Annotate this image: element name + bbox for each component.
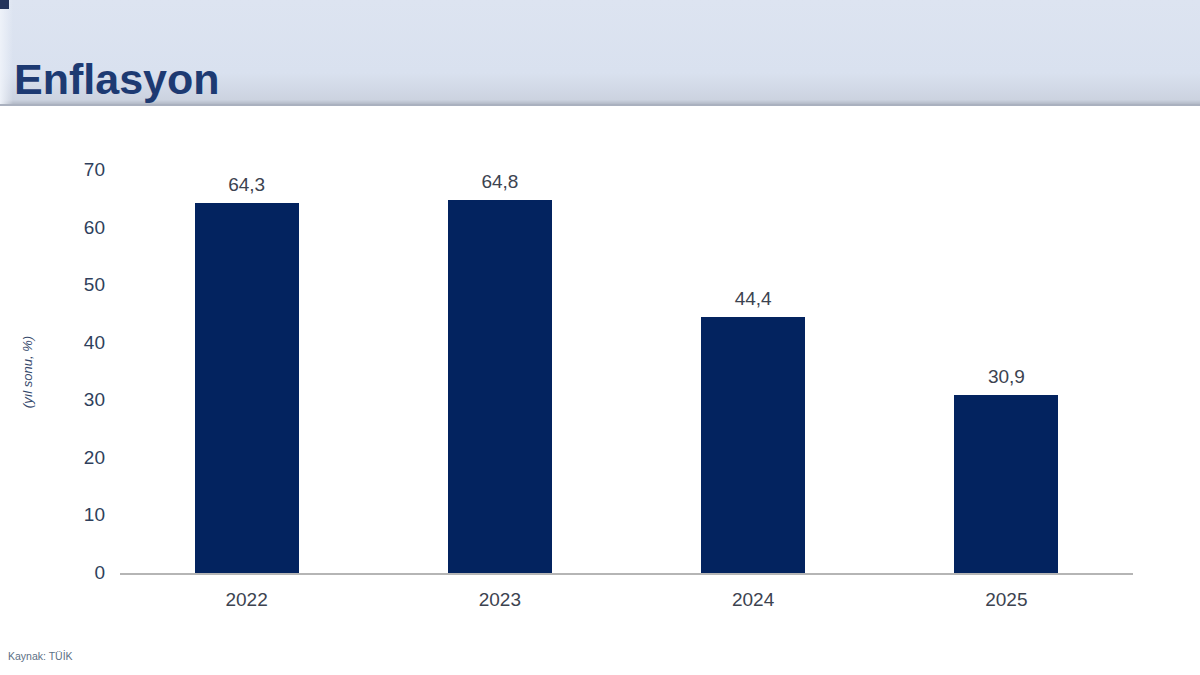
bar: [448, 200, 552, 573]
header-corner-mark: [0, 0, 9, 9]
bar: [701, 317, 805, 573]
bar-value-label: 64,3: [228, 174, 265, 196]
page-title: Enflasyon: [14, 55, 220, 104]
bar-value-label: 44,4: [735, 288, 772, 310]
y-tick-label: 10: [45, 504, 105, 526]
y-tick-label: 0: [45, 562, 105, 584]
source-note: Kaynak: TÜİK: [8, 650, 73, 662]
bar-group: 44,42024: [701, 170, 805, 573]
bar-group: 64,82023: [448, 170, 552, 573]
y-tick-label: 20: [45, 447, 105, 469]
x-category-label: 2022: [225, 589, 267, 611]
bar-chart-plot-area: 010203040506070 64,3202264,8202344,42024…: [120, 170, 1133, 575]
y-tick-label: 70: [45, 159, 105, 181]
y-tick-label: 30: [45, 389, 105, 411]
x-category-label: 2024: [732, 589, 774, 611]
y-tick-label: 60: [45, 217, 105, 239]
y-tick-label: 40: [45, 332, 105, 354]
bar: [954, 395, 1058, 573]
y-axis-label: (yıl sonu, %): [20, 336, 35, 408]
header-left-highlight: [0, 0, 13, 104]
x-category-label: 2023: [479, 589, 521, 611]
y-axis-tick-labels: 010203040506070: [45, 170, 105, 573]
x-category-label: 2025: [985, 589, 1027, 611]
bar-group: 30,92025: [954, 170, 1058, 573]
bars-row: 64,32022 64,82023 44,42024 30,92025: [120, 170, 1133, 573]
bar: [195, 203, 299, 573]
bar-value-label: 30,9: [988, 366, 1025, 388]
bar-group: 64,32022: [195, 170, 299, 573]
header-bar: Enflasyon: [0, 0, 1200, 106]
y-tick-label: 50: [45, 274, 105, 296]
bar-value-label: 64,8: [481, 171, 518, 193]
